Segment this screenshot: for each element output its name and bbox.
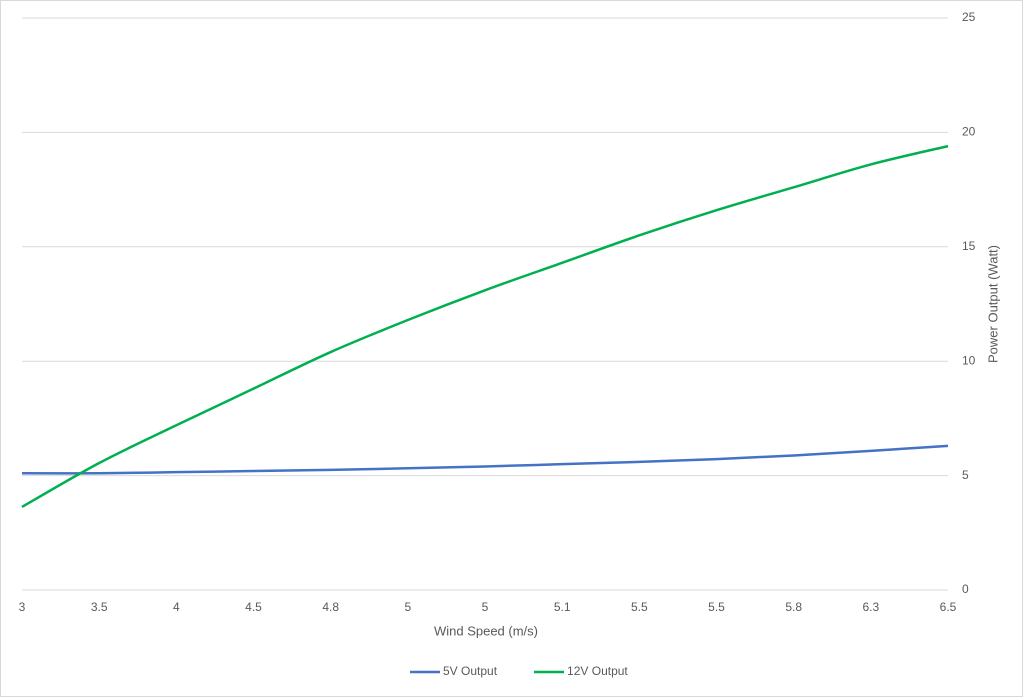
x-tick-label: 4.8 <box>322 600 339 614</box>
series-line <box>21 444 949 475</box>
y-tick-label: 25 <box>962 10 976 24</box>
x-tick-label: 6.5 <box>940 600 957 614</box>
x-axis-title: Wind Speed (m/s) <box>434 623 538 638</box>
series-line <box>21 144 949 509</box>
y-axis-title: Power Output (Watt) <box>985 245 1000 363</box>
x-tick-label: 5.5 <box>631 600 648 614</box>
legend-label: 12V Output <box>567 664 628 678</box>
y-tick-label: 20 <box>962 125 976 139</box>
x-tick-label: 4 <box>173 600 180 614</box>
x-tick-label: 5.1 <box>554 600 571 614</box>
y-tick-label: 15 <box>962 239 976 253</box>
x-tick-label: 5 <box>482 600 489 614</box>
x-tick-label: 5 <box>404 600 411 614</box>
x-tick-label: 4.5 <box>245 600 262 614</box>
x-tick-label: 6.3 <box>862 600 879 614</box>
legend-label: 5V Output <box>443 664 498 678</box>
y-tick-label: 5 <box>962 468 969 482</box>
x-tick-label: 5.5 <box>708 600 725 614</box>
x-tick-label: 3 <box>19 600 26 614</box>
x-tick-label: 5.8 <box>785 600 802 614</box>
y-tick-label: 10 <box>962 353 976 367</box>
x-tick-label: 3.5 <box>91 600 108 614</box>
y-tick-label: 0 <box>962 582 969 596</box>
